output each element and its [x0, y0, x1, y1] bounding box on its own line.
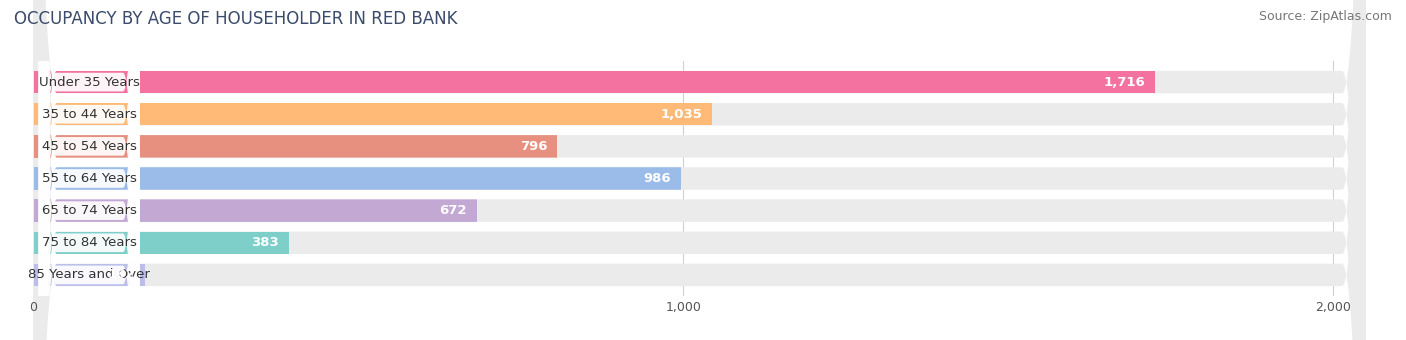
- FancyBboxPatch shape: [39, 0, 139, 340]
- Text: 986: 986: [644, 172, 671, 185]
- FancyBboxPatch shape: [39, 0, 139, 340]
- Text: 672: 672: [440, 204, 467, 217]
- FancyBboxPatch shape: [34, 0, 1365, 340]
- FancyBboxPatch shape: [39, 0, 139, 340]
- FancyBboxPatch shape: [39, 0, 139, 340]
- FancyBboxPatch shape: [34, 0, 315, 340]
- FancyBboxPatch shape: [34, 0, 1365, 340]
- FancyBboxPatch shape: [34, 0, 1365, 340]
- FancyBboxPatch shape: [34, 0, 738, 340]
- Text: 162: 162: [108, 268, 135, 282]
- FancyBboxPatch shape: [34, 0, 172, 340]
- Text: 65 to 74 Years: 65 to 74 Years: [42, 204, 136, 217]
- Text: 796: 796: [520, 140, 547, 153]
- Text: 55 to 64 Years: 55 to 64 Years: [42, 172, 136, 185]
- FancyBboxPatch shape: [34, 0, 1365, 340]
- FancyBboxPatch shape: [39, 0, 139, 340]
- Text: 1,716: 1,716: [1104, 75, 1144, 89]
- Text: OCCUPANCY BY AGE OF HOUSEHOLDER IN RED BANK: OCCUPANCY BY AGE OF HOUSEHOLDER IN RED B…: [14, 10, 457, 28]
- Text: 1,035: 1,035: [661, 108, 703, 121]
- Text: 45 to 54 Years: 45 to 54 Years: [42, 140, 136, 153]
- FancyBboxPatch shape: [34, 0, 707, 340]
- FancyBboxPatch shape: [34, 0, 1181, 340]
- FancyBboxPatch shape: [34, 0, 1365, 340]
- FancyBboxPatch shape: [34, 0, 1365, 340]
- Text: Under 35 Years: Under 35 Years: [38, 75, 139, 89]
- FancyBboxPatch shape: [39, 0, 139, 340]
- Text: 35 to 44 Years: 35 to 44 Years: [42, 108, 136, 121]
- Text: Source: ZipAtlas.com: Source: ZipAtlas.com: [1258, 10, 1392, 23]
- FancyBboxPatch shape: [39, 0, 139, 340]
- FancyBboxPatch shape: [34, 0, 1365, 340]
- Text: 383: 383: [252, 236, 280, 249]
- Text: 75 to 84 Years: 75 to 84 Years: [42, 236, 136, 249]
- Text: 85 Years and Over: 85 Years and Over: [28, 268, 150, 282]
- FancyBboxPatch shape: [34, 0, 502, 340]
- FancyBboxPatch shape: [34, 0, 583, 340]
